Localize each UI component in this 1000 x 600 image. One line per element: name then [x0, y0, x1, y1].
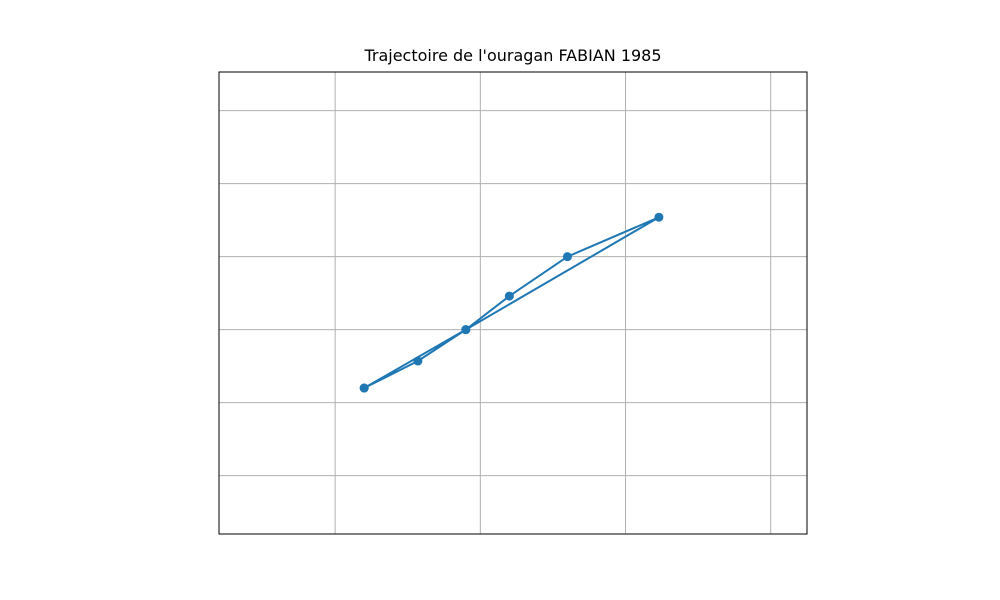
data-point-7 — [359, 383, 369, 393]
data-point-4 — [562, 252, 572, 262]
axes-frame — [218, 71, 808, 535]
series-layer — [359, 212, 664, 393]
chart-title: Trajectoire de l'ouragan FABIAN 1985 — [364, 46, 662, 65]
data-point-5 — [654, 212, 664, 222]
data-point-6 — [461, 325, 471, 335]
data-point-3 — [504, 291, 514, 301]
data-point-1 — [413, 356, 423, 366]
series-line-0 — [363, 216, 660, 389]
grid-layer — [219, 72, 807, 534]
